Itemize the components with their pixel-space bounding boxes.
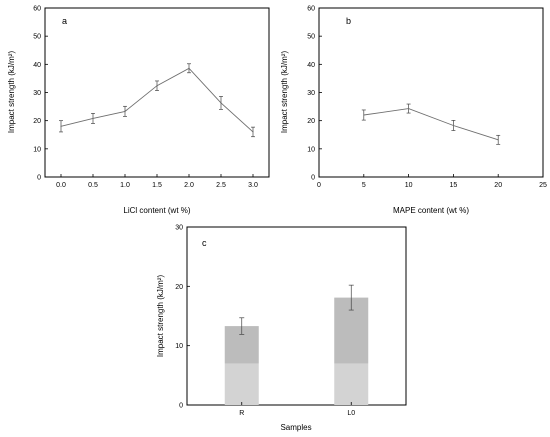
x-axis-label-a: LiCl content (wt %): [123, 206, 190, 215]
x-tick-label-c-0: R: [239, 410, 244, 417]
y-tick-label-c-2: 20: [175, 284, 183, 291]
y-tick-label-b-1: 10: [307, 146, 315, 153]
series-b: [361, 103, 501, 145]
series-a: [59, 63, 255, 138]
plot-frame-a: [44, 7, 270, 178]
plot-frame-b: [318, 7, 544, 178]
x-tick-label-a-2: 1.0: [120, 182, 130, 189]
y-tick-label-c-3: 30: [175, 225, 183, 232]
bar-lower-1: [334, 363, 369, 405]
y-tick-label-a-6: 60: [33, 6, 41, 13]
y-tick-label-c-1: 10: [175, 343, 183, 350]
point-a-6: [252, 131, 254, 133]
x-axis-label-c: Samples: [280, 423, 311, 432]
y-tick-label-b-0: 0: [311, 175, 315, 182]
ticks-b: 0 10 20 30 40 50 60 0 5 10 15 20 25: [307, 6, 547, 190]
error-bar-c-0: [239, 317, 245, 335]
x-axis-label-b: MAPE content (wt %): [393, 206, 469, 215]
bar-lower-0: [224, 363, 259, 405]
x-tick-label-b-0: 0: [317, 182, 321, 189]
y-tick-label-a-2: 20: [33, 118, 41, 125]
y-tick-label-a-0: 0: [37, 175, 41, 182]
ticks-a: 0 10 20 30 40 50 60 0.0 0.5 1.0 1.5 2.0 2.5 3.0: [33, 6, 258, 190]
panel-c: c 0 10 20 30 R L0 Samples Impact strength (kJ…: [156, 225, 407, 432]
panel-b: b 0 10 20 30 40 50 60 0 5 10 15 20 25 MAPE content (…: [280, 6, 547, 216]
series-line-a: [60, 67, 254, 133]
point-a-5: [220, 102, 222, 104]
point-b-2: [452, 124, 454, 127]
y-tick-label-b-2: 20: [307, 118, 315, 125]
x-tick-label-b-4: 20: [494, 182, 502, 189]
y-axis-label-a: Impact strength (kJ/m²): [7, 51, 16, 134]
x-tick-label-b-2: 10: [405, 182, 413, 189]
y-axis-label-c: Impact strength (kJ/m²): [156, 275, 165, 358]
y-tick-label-b-6: 60: [307, 6, 315, 13]
y-tick-label-a-5: 50: [33, 34, 41, 41]
point-a-3: [156, 85, 158, 87]
x-tick-label-a-3: 1.5: [152, 182, 162, 189]
error-bar-c-1: [348, 284, 354, 311]
x-tick-label-a-5: 2.5: [216, 182, 226, 189]
y-tick-label-a-1: 10: [33, 146, 41, 153]
point-b-1: [408, 107, 410, 110]
x-tick-label-b-5: 25: [539, 182, 547, 189]
y-tick-label-c-0: 0: [179, 403, 183, 410]
panel-letter-c: c: [202, 238, 207, 248]
y-axis-label-b: Impact strength (kJ/m²): [280, 51, 289, 134]
panel-letter-a: a: [62, 16, 67, 26]
y-tick-label-a-3: 30: [33, 90, 41, 97]
plot-frame-c: [186, 226, 407, 406]
point-b-0: [363, 114, 365, 116]
x-tick-label-a-1: 0.5: [88, 182, 98, 189]
y-tick-label-b-3: 30: [307, 90, 315, 97]
x-tick-label-b-1: 5: [362, 182, 366, 189]
x-tick-label-a-6: 3.0: [248, 182, 258, 189]
point-b-3: [497, 139, 499, 141]
y-tick-label-a-4: 40: [33, 62, 41, 69]
y-tick-label-b-5: 50: [307, 34, 315, 41]
point-a-1: [92, 117, 94, 120]
ticks-c: 0 10 20 30 R L0: [175, 225, 355, 418]
panel-letter-b: b: [346, 16, 351, 26]
bars-c: [224, 284, 369, 405]
series-line-b: [363, 108, 499, 141]
point-a-2: [124, 110, 126, 112]
panel-a: a 0 10 20 30 40 50 60 0.0 0.5 1.0 1.5 2.0 2.5 3.0 LiC…: [7, 6, 270, 215]
x-tick-label-c-1: L0: [347, 410, 355, 417]
point-a-0: [60, 125, 62, 127]
y-tick-label-b-4: 40: [307, 62, 315, 69]
x-tick-label-b-3: 15: [450, 182, 458, 189]
x-tick-label-a-4: 2.0: [184, 182, 194, 189]
x-tick-label-a-0: 0.0: [56, 182, 66, 189]
point-a-4: [188, 67, 190, 69]
